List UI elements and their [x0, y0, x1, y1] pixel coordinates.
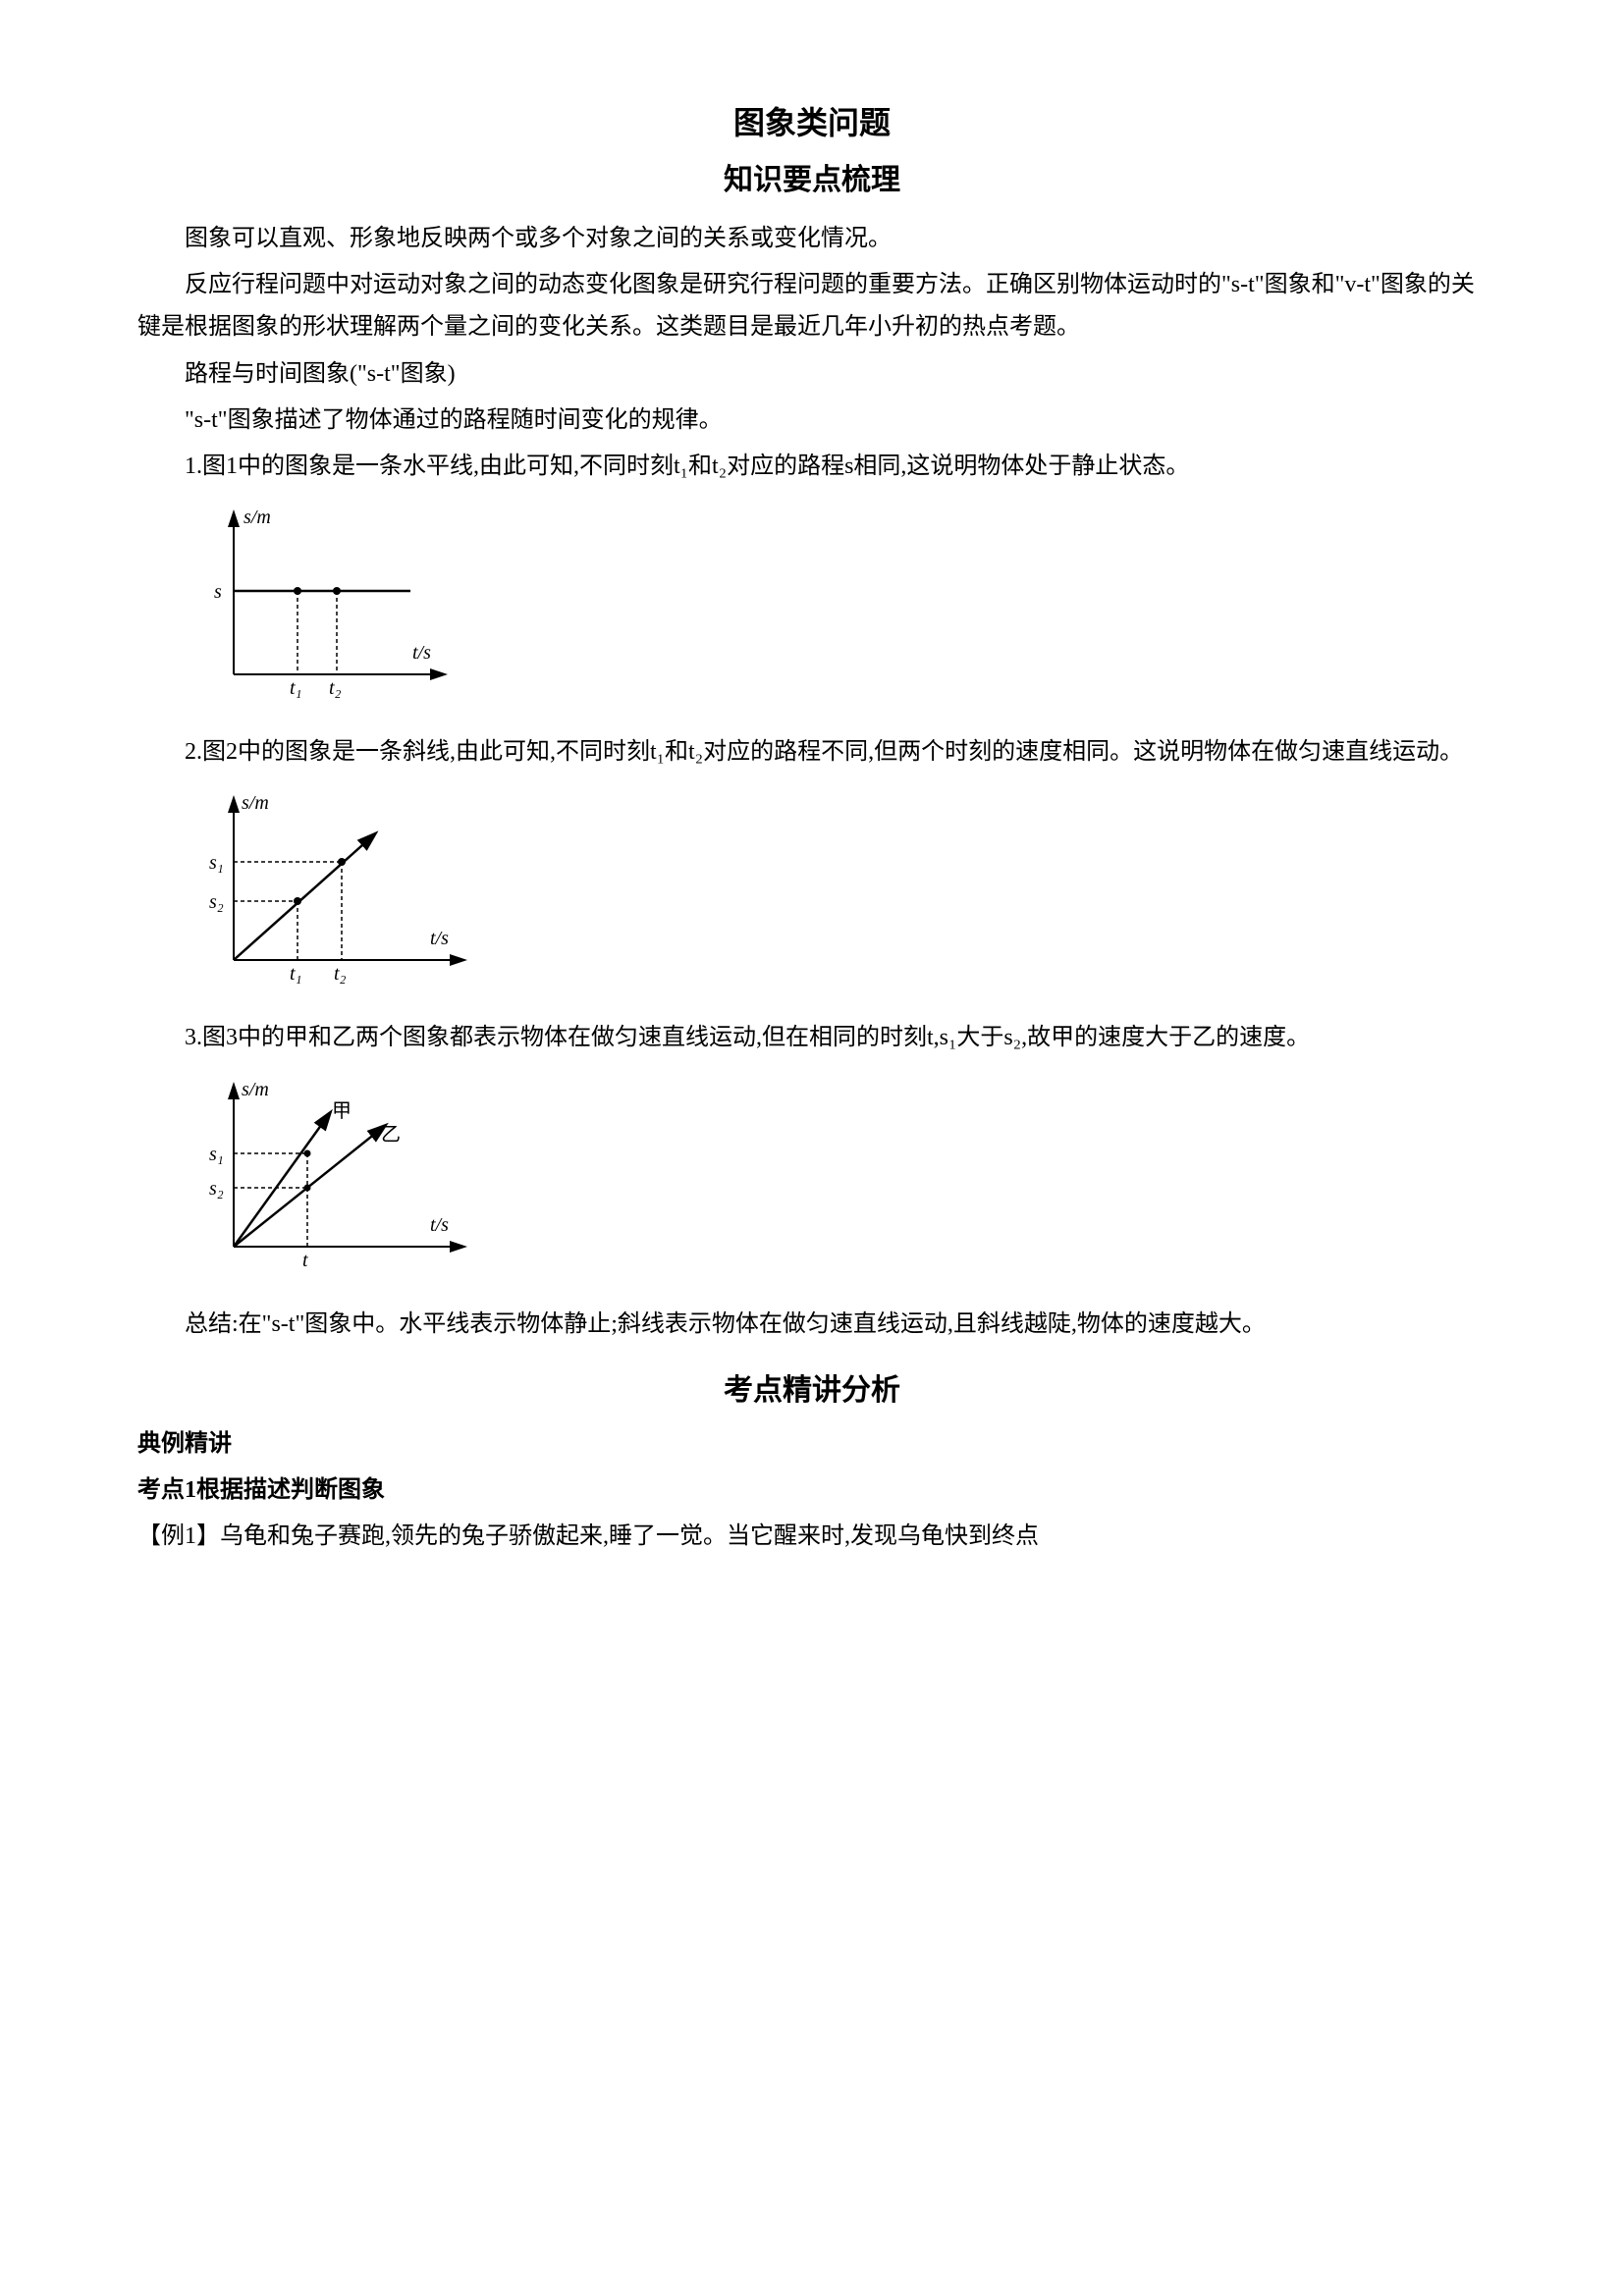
point-s1 [304, 1149, 311, 1156]
subtitle: 知识要点梳理 [137, 155, 1487, 198]
analysis-title: 考点精讲分析 [137, 1365, 1487, 1409]
t-label: t [302, 1250, 308, 1271]
point-t1 [294, 587, 301, 595]
point-2: 2.图2中的图象是一条斜线,由此可知,不同时刻t₁和t₂对应的路程不同,但两个时… [137, 731, 1487, 774]
s-label: s [214, 581, 222, 603]
examples-heading: 典例精讲 [137, 1423, 1487, 1466]
s1-label: s₁ [209, 1144, 224, 1165]
t1-label: t₁ [290, 677, 302, 699]
st-description: "s-t"图象描述了物体通过的路程随时间变化的规律。 [137, 400, 1487, 442]
intro-paragraph-2: 反应行程问题中对运动对象之间的动态变化图象是研究行程问题的重要方法。正确区别物体… [137, 264, 1487, 348]
data-line [234, 837, 371, 960]
y-label: s/m [242, 792, 269, 814]
s2-label: s₂ [209, 1178, 224, 1200]
graph-2-container: s/m t/s s₁ s₂ t₁ t₂ [185, 783, 1487, 999]
point-1 [294, 897, 301, 905]
graph-3: s/m t/s s₁ s₂ t 甲 乙 [185, 1070, 479, 1286]
point-t2 [333, 587, 341, 595]
test-point-1-heading: 考点1根据描述判断图象 [137, 1469, 1487, 1512]
graph-1-container: s/m t/s s t₁ t₂ [185, 498, 1487, 714]
y-label: s/m [242, 1079, 269, 1100]
x-label: t/s [430, 928, 449, 949]
summary: 总结:在"s-t"图象中。水平线表示物体静止;斜线表示物体在做匀速直线运动,且斜… [137, 1304, 1487, 1346]
x-label: t/s [430, 1214, 449, 1236]
t2-label: t₂ [329, 677, 342, 699]
point-3: 3.图3中的甲和乙两个图象都表示物体在做匀速直线运动,但在相同的时刻t,s₁大于… [137, 1017, 1487, 1059]
point-1: 1.图1中的图象是一条水平线,由此可知,不同时刻t₁和t₂对应的路程s相同,这说… [137, 446, 1487, 488]
jia-label: 甲 [332, 1100, 352, 1122]
point-s2 [304, 1184, 311, 1191]
graph-2: s/m t/s s₁ s₂ t₁ t₂ [185, 783, 479, 999]
t2-label: t₂ [334, 963, 347, 985]
yi-label: 乙 [381, 1124, 401, 1146]
intro-paragraph-1: 图象可以直观、形象地反映两个或多个对象之间的关系或变化情况。 [137, 218, 1487, 260]
s1-label: s₁ [209, 852, 224, 874]
example-1: 【例1】乌龟和兔子赛跑,领先的兔子骄傲起来,睡了一觉。当它醒来时,发现乌龟快到终… [137, 1516, 1487, 1558]
s2-label: s₂ [209, 891, 224, 913]
y-label: s/m [244, 507, 271, 528]
main-title: 图象类问题 [137, 98, 1487, 143]
point-2 [338, 858, 346, 866]
graph-1: s/m t/s s t₁ t₂ [185, 498, 460, 714]
t1-label: t₁ [290, 963, 302, 985]
x-label: t/s [412, 642, 431, 664]
st-title: 路程与时间图象("s-t"图象) [137, 353, 1487, 396]
graph-3-container: s/m t/s s₁ s₂ t 甲 乙 [185, 1070, 1487, 1286]
